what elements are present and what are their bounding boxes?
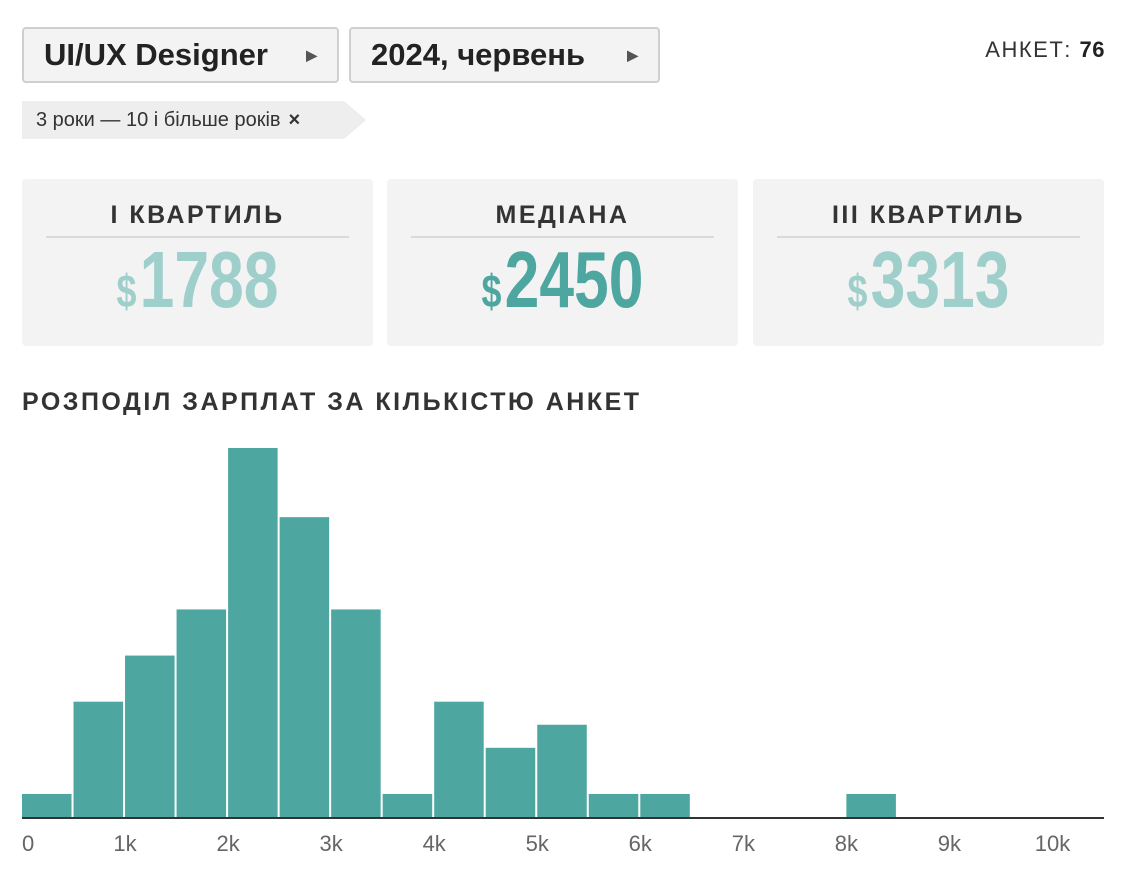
q1-card: I КВАРТИЛЬ $1788 — [22, 179, 373, 346]
q3-amount: 3313 — [870, 235, 1010, 324]
x-tick-label: 1k — [113, 831, 137, 856]
dollar-sign: $ — [116, 265, 137, 317]
position-dropdown-label: UI/UX Designer — [44, 37, 268, 72]
median-card: МЕДІАНА $2450 — [387, 179, 738, 346]
x-tick-label: 6k — [629, 831, 653, 856]
median-value: $2450 — [426, 240, 700, 331]
median-amount: 2450 — [504, 235, 644, 324]
histogram-bar — [537, 724, 587, 817]
histogram-bar — [434, 701, 484, 817]
caret-right-icon: ▶ — [627, 46, 638, 63]
histogram-bar — [588, 793, 639, 817]
q1-title: I КВАРТИЛЬ — [46, 201, 349, 238]
period-dropdown[interactable]: 2024, червень ▶ — [349, 27, 660, 83]
histogram-bar — [279, 517, 330, 817]
histogram-bar — [485, 747, 536, 817]
responses-count-label: АНКЕТ: — [985, 37, 1072, 62]
experience-filter-label: 3 роки — 10 і більше років — [36, 108, 281, 131]
close-icon[interactable]: × — [288, 108, 301, 131]
histogram-bar — [846, 793, 896, 817]
histogram-bar — [125, 655, 175, 817]
period-dropdown-label: 2024, червень — [371, 37, 586, 72]
q1-value: $1788 — [61, 240, 335, 331]
x-tick-label: 2k — [216, 831, 240, 856]
x-tick-label: 5k — [526, 831, 550, 856]
histogram-bar — [176, 609, 227, 817]
chart-title: РОЗПОДІЛ ЗАРПЛАТ ЗА КІЛЬКІСТЮ АНКЕТ — [22, 388, 642, 416]
histogram-bar — [331, 609, 381, 817]
x-tick-label: 9k — [938, 831, 962, 856]
dollar-sign: $ — [847, 265, 868, 317]
histogram-bar — [382, 793, 433, 817]
histogram-bar — [228, 448, 278, 817]
q3-value: $3313 — [792, 240, 1066, 331]
q1-amount: 1788 — [139, 235, 279, 324]
x-tick-label: 3k — [320, 831, 344, 856]
histogram-bar — [22, 793, 72, 817]
histogram-bar — [640, 793, 690, 817]
experience-filter-tag[interactable]: 3 роки — 10 і більше років × — [22, 101, 366, 139]
q3-title: III КВАРТИЛЬ — [777, 201, 1080, 238]
x-tick-label: 4k — [423, 831, 447, 856]
responses-count: АНКЕТ: 76 — [985, 37, 1105, 63]
dollar-sign: $ — [481, 265, 502, 317]
x-tick-label: 0 — [22, 831, 34, 856]
median-title: МЕДІАНА — [411, 201, 714, 238]
x-tick-label: 7k — [732, 831, 756, 856]
responses-count-value: 76 — [1079, 37, 1105, 62]
x-tick-label: 10k — [1035, 831, 1071, 856]
histogram-bar — [73, 701, 124, 817]
position-dropdown[interactable]: UI/UX Designer ▶ — [22, 27, 339, 83]
q3-card: III КВАРТИЛЬ $3313 — [753, 179, 1104, 346]
x-tick-label: 8k — [835, 831, 859, 856]
caret-right-icon: ▶ — [306, 46, 317, 63]
